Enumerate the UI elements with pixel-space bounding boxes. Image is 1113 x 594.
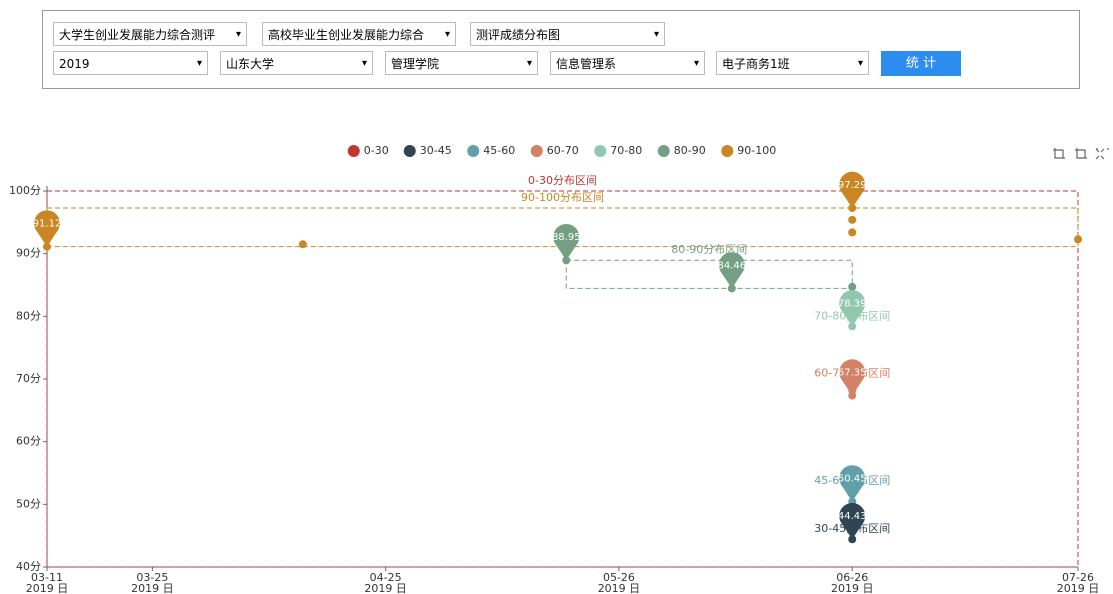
marker-pin <box>718 252 745 289</box>
marker-label: 91.12 <box>33 219 62 230</box>
zoom-back-icon[interactable] <box>1075 148 1087 159</box>
marker-label: 78.39 <box>838 298 867 309</box>
data-point <box>848 228 857 237</box>
legend-label: 80-90 <box>674 144 706 157</box>
marker-label: 84.46 <box>718 260 747 271</box>
area-label: 0-30分布区间 <box>528 174 597 187</box>
x-tick-label: 06-26 <box>836 571 868 584</box>
legend-swatch <box>594 145 607 157</box>
filter-panel: 大学生创业发展能力综合测评 高校毕业生创业发展能力综合 测评成绩分布图 2019… <box>42 10 1080 89</box>
select[interactable]: 山东大学 <box>220 51 373 75</box>
data-point <box>298 240 307 249</box>
x-tick-year: 2019 日 <box>598 582 641 594</box>
toolbox[interactable] <box>1053 148 1109 160</box>
x-tick-year: 2019 日 <box>364 582 407 594</box>
y-tick-label: 70分 <box>16 372 41 385</box>
marker-label: 44.43 <box>838 511 867 522</box>
select[interactable]: 2019 <box>53 51 208 75</box>
marker-pin <box>553 223 580 261</box>
select[interactable]: 测评成绩分布图 <box>470 22 665 46</box>
x-tick-label: 03-11 <box>31 571 63 584</box>
x-tick-label: 05-26 <box>603 571 635 584</box>
legend-swatch <box>403 145 416 157</box>
legend-label: 70-80 <box>610 144 642 157</box>
legend-label: 30-45 <box>420 144 452 157</box>
legend-label: 60-70 <box>547 144 579 157</box>
y-tick-label: 40分 <box>16 560 41 573</box>
marker-pin <box>839 502 866 540</box>
select[interactable]: 信息管理系 <box>550 51 705 75</box>
x-tick-label: 04-25 <box>370 571 402 584</box>
legend-label: 45-60 <box>483 144 515 157</box>
marker-pin <box>34 210 60 247</box>
restore-icon[interactable] <box>1095 148 1109 160</box>
x-tick-year: 2019 日 <box>131 582 174 594</box>
y-tick-label: 80分 <box>16 309 41 322</box>
x-tick-year: 2019 日 <box>831 582 874 594</box>
marker-label: 50.45 <box>838 474 867 485</box>
legend-swatch <box>657 145 670 157</box>
distribution-area <box>565 259 853 289</box>
x-tick-year: 2019 日 <box>26 582 69 594</box>
x-tick-label: 03-25 <box>136 571 168 584</box>
submit-button[interactable]: 统 计 <box>881 51 961 76</box>
x-tick-year: 2019 日 <box>1057 582 1100 594</box>
legend-swatch <box>530 145 543 157</box>
x-tick-label: 07-26 <box>1062 571 1094 584</box>
marker-pin <box>839 465 866 502</box>
legend-swatch <box>467 145 480 157</box>
legend-swatch <box>721 145 734 157</box>
marker-label: 97.29 <box>838 180 867 191</box>
area-label: 90-100分布区间 <box>521 191 604 204</box>
legend-label: 0-30 <box>364 144 389 157</box>
marker-pin <box>839 290 866 327</box>
marker-label: 88.95 <box>552 232 581 243</box>
y-tick-label: 60分 <box>16 435 41 448</box>
marker-pin <box>839 359 866 396</box>
y-tick-label: 50分 <box>16 497 41 510</box>
marker-pin <box>839 171 866 208</box>
select[interactable]: 电子商务1班 <box>716 51 869 75</box>
zoom-icon[interactable] <box>1053 148 1065 159</box>
select[interactable]: 高校毕业生创业发展能力综合 <box>262 22 456 46</box>
marker-label: 67.35 <box>838 368 867 379</box>
distribution-area <box>46 190 1079 568</box>
data-point <box>848 215 857 224</box>
y-tick-label: 90分 <box>16 247 41 260</box>
data-point <box>848 282 857 291</box>
data-point <box>1074 235 1082 244</box>
legend-label: 90-100 <box>737 144 776 157</box>
select[interactable]: 大学生创业发展能力综合测评 <box>53 22 247 46</box>
select[interactable]: 管理学院 <box>385 51 538 75</box>
y-tick-label: 100分 <box>9 184 41 197</box>
legend-swatch <box>347 145 360 157</box>
